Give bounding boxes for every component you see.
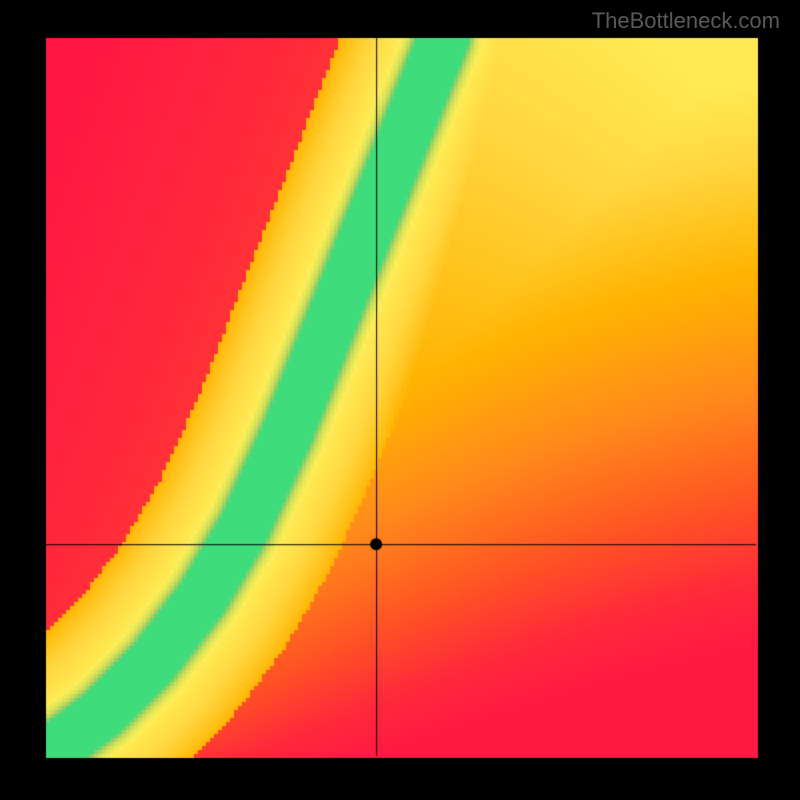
- watermark-text: TheBottleneck.com: [592, 8, 780, 34]
- heatmap-plot: [0, 0, 800, 800]
